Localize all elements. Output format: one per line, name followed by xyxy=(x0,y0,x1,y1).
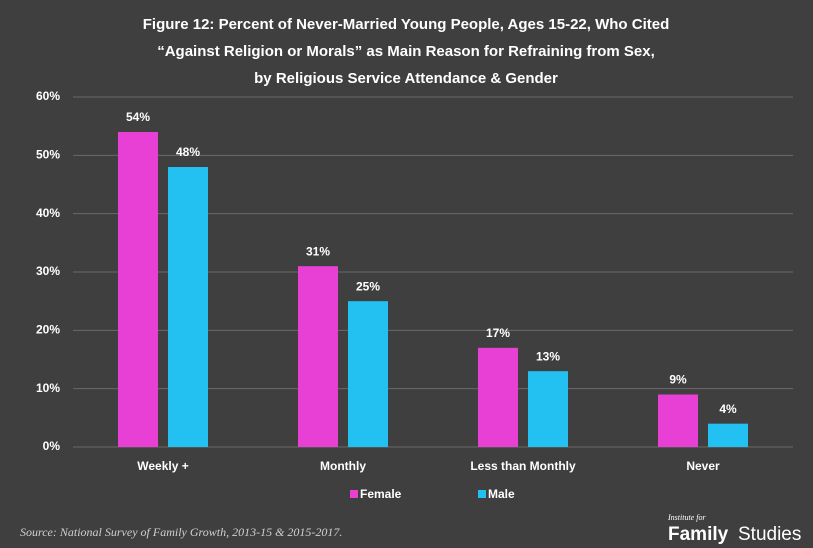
legend-swatch xyxy=(478,490,486,498)
value-label: 9% xyxy=(669,373,687,387)
x-tick-label: Never xyxy=(686,459,720,473)
bar xyxy=(528,371,568,447)
value-label: 13% xyxy=(536,349,560,363)
logo-light: Studies xyxy=(738,524,801,545)
bar xyxy=(658,394,698,447)
bar xyxy=(118,132,158,447)
chart-title: by Religious Service Attendance & Gender xyxy=(254,70,558,87)
x-tick-label: Less than Monthly xyxy=(470,459,576,473)
bar xyxy=(478,347,518,447)
value-label: 54% xyxy=(126,110,150,124)
logo-bold: Family xyxy=(668,524,729,545)
bar xyxy=(348,301,388,447)
legend-label: Male xyxy=(488,487,515,501)
y-tick-label: 10% xyxy=(36,381,60,395)
bar xyxy=(708,423,748,447)
value-label: 4% xyxy=(719,402,737,416)
legend-swatch xyxy=(350,490,358,498)
y-tick-label: 30% xyxy=(36,264,60,278)
bar xyxy=(168,167,208,447)
y-tick-label: 60% xyxy=(36,89,60,103)
x-tick-label: Monthly xyxy=(320,459,366,473)
legend-label: Female xyxy=(360,487,402,501)
chart-title: “Against Religion or Morals” as Main Rea… xyxy=(157,43,655,60)
value-label: 17% xyxy=(486,326,510,340)
chart-title: Figure 12: Percent of Never-Married Youn… xyxy=(143,16,670,33)
value-label: 31% xyxy=(306,244,330,258)
source: Source: National Survey of Family Growth… xyxy=(20,525,342,539)
y-tick-label: 50% xyxy=(36,148,60,162)
value-label: 25% xyxy=(356,279,380,293)
y-tick-label: 0% xyxy=(43,439,61,453)
y-tick-label: 20% xyxy=(36,323,60,337)
bar xyxy=(298,266,338,447)
value-label: 48% xyxy=(176,145,200,159)
x-tick-label: Weekly + xyxy=(137,459,188,473)
logo-small: Institute for xyxy=(667,513,706,522)
y-tick-label: 40% xyxy=(36,206,60,220)
